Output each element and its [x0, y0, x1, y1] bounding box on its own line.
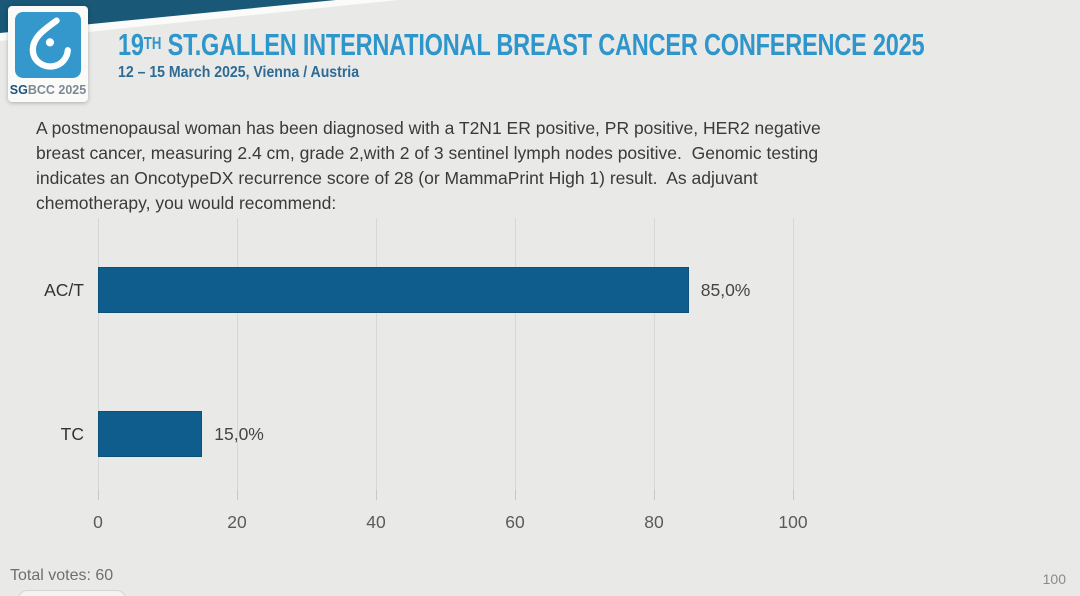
question-line: breast cancer, measuring 2.4 cm, grade 2…	[36, 143, 819, 163]
logo-text: SGBCC 2025	[10, 83, 86, 97]
axis-tick-label: 20	[227, 512, 247, 532]
conference-title: 19TH ST.GALLEN INTERNATIONAL BREAST CANC…	[118, 26, 925, 62]
bar-value-label: 85,0%	[700, 280, 751, 300]
title-number: 19	[118, 27, 144, 62]
gridline	[654, 218, 655, 490]
header: 19TH ST.GALLEN INTERNATIONAL BREAST CANC…	[118, 26, 1080, 82]
bar-category-label: AC/T	[44, 280, 84, 300]
logo-text-sg: SG	[9, 83, 28, 97]
question-line: chemotherapy, you would recommend:	[36, 193, 337, 213]
gridline	[793, 218, 794, 490]
bar-row: TC 15,0%	[61, 411, 793, 457]
page-number: 100	[1042, 571, 1066, 587]
axis-tick	[376, 490, 377, 500]
bar-value-label: 15,0%	[214, 424, 264, 444]
sgbcc-logo-icon	[15, 12, 81, 78]
plot-area: 0 20 40 60 80 100 AC/T 85,0% TC 15,0%	[44, 218, 808, 532]
conference-subtitle: 12 – 15 March 2025, Vienna / Austria	[118, 64, 360, 81]
bar	[98, 411, 203, 457]
question-line: indicates an OncotypeDX recurrence score…	[36, 168, 758, 188]
bar	[98, 267, 689, 313]
title-text: ST.GALLEN INTERNATIONAL BREAST CANCER CO…	[161, 27, 925, 62]
axis-tick	[237, 490, 238, 500]
bottom-cutoff-box	[18, 590, 126, 596]
gridline	[376, 218, 377, 490]
axis-tick-label: 0	[93, 512, 103, 532]
axis-tick	[98, 490, 99, 500]
axis-tick-label: 40	[366, 512, 386, 532]
gridline	[515, 218, 516, 490]
question-text: A postmenopausal woman has been diagnose…	[36, 116, 1036, 216]
bar-row: AC/T 85,0%	[44, 267, 793, 313]
logo-text-bcc: BCC 2025	[27, 83, 87, 97]
logo-card: SGBCC 2025	[8, 6, 88, 102]
axis-tick-label: 100	[778, 512, 808, 532]
bar-category-label: TC	[60, 424, 84, 444]
axis-tick	[515, 490, 516, 500]
axis-tick	[793, 490, 794, 500]
total-votes: Total votes: 60	[10, 567, 114, 584]
question-line: A postmenopausal woman has been diagnose…	[36, 118, 821, 138]
title-ordinal: TH	[143, 33, 162, 53]
axis-tick-label: 80	[644, 512, 664, 532]
axis-tick-label: 60	[505, 512, 525, 532]
axis-tick	[654, 490, 655, 500]
gridline	[237, 218, 238, 490]
gridline	[98, 218, 99, 490]
